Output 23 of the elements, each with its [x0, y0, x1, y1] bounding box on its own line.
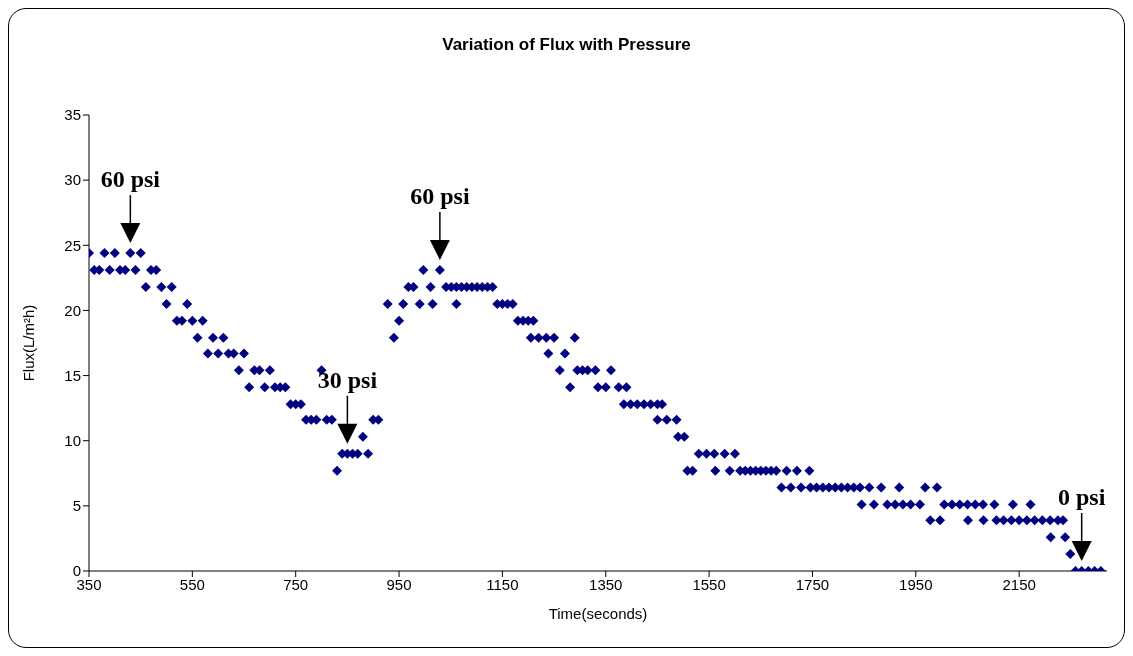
x-tick-label: 750 [283, 575, 309, 593]
x-tick-label: 1150 [486, 575, 519, 593]
annotation: 60 psi [100, 166, 161, 193]
x-axis-title: Time(seconds) [548, 605, 648, 622]
annotation: 60 psi [410, 183, 470, 210]
y-tick-label: 30 [64, 171, 81, 189]
annotation: 0 psi [1058, 484, 1106, 510]
y-tick-label: 10 [64, 432, 81, 450]
y-tick-label: 35 [64, 106, 81, 124]
x-tick-label: 1550 [692, 575, 726, 593]
y-tick-label: 20 [64, 301, 81, 319]
y-axis-title: Flux(L/m²h) [20, 304, 38, 382]
x-tick-label: 950 [386, 575, 412, 593]
x-tick-label: 2150 [1002, 575, 1036, 593]
x-tick-label: 550 [179, 575, 205, 593]
annotation: 30 psi [317, 366, 378, 393]
x-tick-label: 1350 [589, 575, 623, 593]
x-tick-label: 1750 [795, 575, 830, 593]
chart-title: Variation of Flux with Pressure [441, 35, 692, 55]
y-tick-label: 15 [64, 366, 81, 384]
x-tick-label: 1950 [899, 575, 933, 593]
y-tick-label: 5 [72, 497, 81, 515]
y-tick-label: 25 [64, 236, 81, 254]
